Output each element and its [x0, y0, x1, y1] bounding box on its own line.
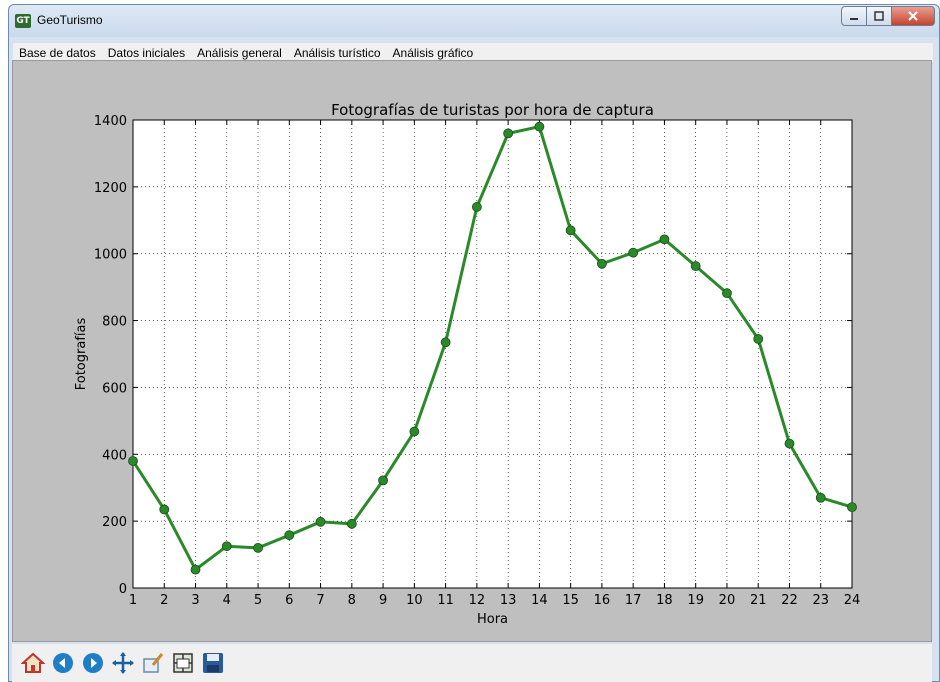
save-button[interactable] [200, 650, 226, 676]
x-tick-label: 2 [160, 593, 168, 608]
data-point [315, 516, 326, 527]
menu-analisis-grafico[interactable]: Análisis gráfico [392, 46, 474, 60]
y-tick-label: 1400 [94, 114, 127, 129]
data-point [159, 504, 170, 515]
x-tick-label: 5 [254, 593, 262, 608]
title-bar[interactable]: GT GeoTurismo [9, 5, 939, 37]
data-point [534, 121, 545, 132]
data-point [503, 128, 514, 139]
y-tick-label: 200 [102, 515, 127, 530]
minimize-icon [850, 18, 858, 20]
app-icon: GT [15, 14, 31, 28]
x-tick-label: 6 [285, 593, 293, 608]
x-tick-label: 11 [437, 593, 454, 608]
y-tick-label: 1000 [94, 248, 127, 263]
data-point [190, 564, 201, 575]
forward-button[interactable] [80, 650, 106, 676]
data-point [221, 541, 232, 552]
zoom-button[interactable] [140, 650, 166, 676]
data-point [690, 261, 701, 271]
x-tick-label: 18 [656, 593, 673, 608]
maximize-icon [874, 11, 884, 21]
menu-datos-iniciales[interactable]: Datos iniciales [107, 46, 186, 60]
back-icon [53, 653, 73, 673]
x-tick-label: 24 [844, 593, 861, 608]
menu-analisis-turistico[interactable]: Análisis turístico [293, 46, 381, 60]
x-tick-label: 8 [348, 593, 356, 608]
y-tick-label: 800 [102, 315, 127, 330]
configure-subplots-button[interactable] [170, 650, 196, 676]
pan-icon [112, 652, 134, 674]
forward-icon [83, 653, 103, 673]
data-point [253, 542, 263, 553]
plot-area [132, 119, 853, 589]
data-point [346, 518, 357, 529]
y-tick-label: 600 [102, 381, 127, 396]
home-icon [21, 652, 45, 673]
data-point [847, 502, 857, 513]
data-point [128, 456, 138, 466]
x-tick-label: 22 [781, 593, 798, 608]
close-icon [908, 11, 918, 21]
data-point [815, 492, 826, 503]
data-point [378, 475, 388, 486]
data-point [597, 258, 607, 269]
back-button[interactable] [50, 650, 76, 676]
plot-toolbar [12, 644, 932, 682]
window-title: GeoTurismo [37, 13, 103, 27]
x-tick-label: 4 [223, 593, 231, 608]
x-tick-label: 15 [562, 593, 579, 608]
menu-base-de-datos[interactable]: Base de datos [19, 46, 96, 60]
configure-subplots-icon [173, 653, 193, 673]
x-tick-label: 20 [719, 593, 736, 608]
data-point [722, 288, 732, 299]
home-button[interactable] [20, 650, 46, 676]
data-point [659, 234, 670, 245]
x-tick-label: 19 [687, 593, 704, 608]
close-button[interactable] [891, 6, 935, 26]
x-tick-label: 23 [812, 593, 829, 608]
pan-button[interactable] [110, 650, 136, 676]
y-axis-label: Fotografías [74, 318, 89, 391]
x-tick-label: 13 [500, 593, 517, 608]
plot-canvas[interactable]: 0 200 400 600 800 1000 1200 1400 1 2 3 4 5 6 7 8 9 10 11 12… [12, 60, 932, 642]
x-tick-label: 17 [625, 593, 642, 608]
x-tick-label: 10 [406, 593, 423, 608]
data-point [784, 438, 795, 449]
chart-title: Fotografías de turistas por hora de capt… [331, 101, 654, 119]
y-tick-label: 1200 [94, 181, 127, 196]
data-point [471, 202, 482, 212]
y-tick-label: 0 [119, 582, 127, 597]
save-icon [203, 653, 223, 673]
y-tick-label: 400 [102, 448, 127, 463]
series-group [128, 121, 857, 575]
x-tick-label: 3 [191, 593, 199, 608]
zoom-icon [143, 653, 164, 673]
data-point [409, 426, 420, 437]
x-tick-label: 7 [316, 593, 324, 608]
x-tick-label: 21 [750, 593, 767, 608]
x-axis-label: Hora [477, 612, 508, 627]
data-point [284, 530, 295, 541]
x-tick-label: 1 [129, 593, 137, 608]
data-point [565, 225, 576, 236]
data-point [753, 334, 764, 344]
x-tick-label: 12 [469, 593, 486, 608]
data-point [628, 247, 639, 258]
x-tick-label: 14 [531, 593, 548, 608]
series-line [131, 125, 853, 572]
menu-analisis-general[interactable]: Análisis general [197, 46, 282, 60]
maximize-button[interactable] [866, 6, 892, 26]
minimize-button[interactable] [841, 6, 867, 26]
x-tick-label: 9 [379, 593, 387, 608]
x-tick-label: 16 [594, 593, 611, 608]
data-point [440, 337, 451, 348]
